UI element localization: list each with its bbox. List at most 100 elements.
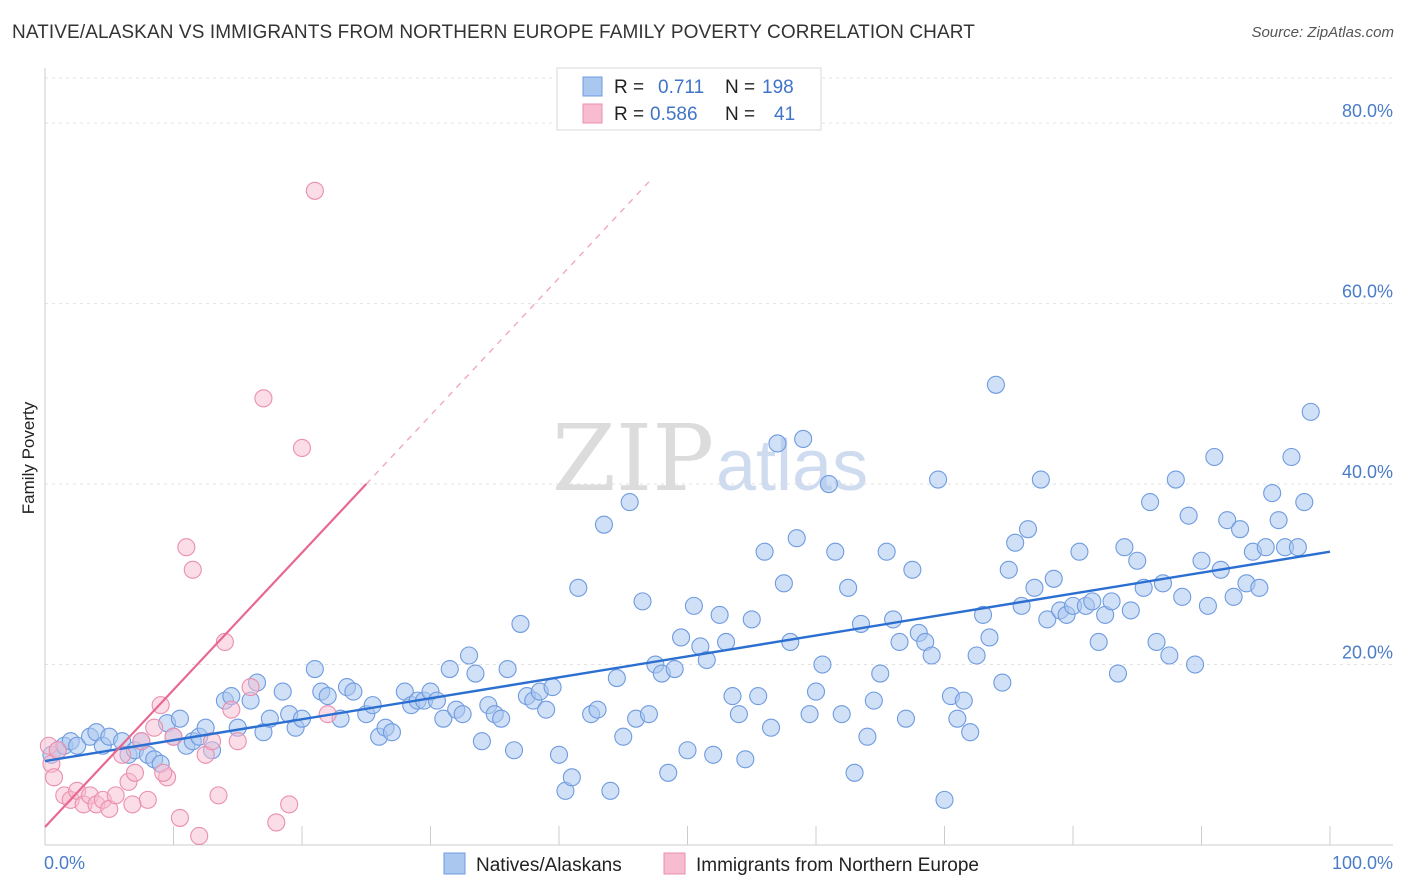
data-point-natives	[511, 614, 530, 633]
data-point-immigrants	[292, 438, 312, 458]
data-point-natives	[980, 628, 999, 647]
data-point-natives	[755, 542, 774, 561]
y-tick-label: 80.0%	[1342, 101, 1393, 121]
tick-labels: 20.0% 40.0% 60.0% 80.0% 0.0% 100.0%	[44, 101, 1393, 873]
data-point-natives	[672, 628, 691, 647]
data-point-natives	[1018, 520, 1038, 539]
data-point-natives	[363, 696, 382, 715]
data-point-natives	[601, 781, 620, 800]
data-point-natives	[1128, 551, 1147, 570]
data-point-natives	[1173, 587, 1192, 606]
data-point-immigrants	[145, 718, 164, 737]
data-point-natives	[929, 470, 948, 489]
data-point-immigrants	[164, 727, 183, 746]
x-tick-label-max: 100.0%	[1332, 853, 1393, 873]
data-point-natives	[594, 515, 614, 534]
trend-line-immigrants-extension	[365, 181, 650, 485]
data-point-natives	[993, 673, 1012, 692]
y-tick-label: 20.0%	[1342, 643, 1393, 663]
data-point-natives	[1231, 520, 1250, 539]
data-point-natives	[1282, 447, 1301, 467]
data-point-immigrants	[183, 560, 202, 579]
data-point-natives	[472, 732, 491, 751]
data-point-natives	[1102, 592, 1121, 611]
data-point-immigrants	[177, 538, 196, 557]
data-point-natives	[1121, 601, 1140, 620]
data-point-immigrants	[280, 795, 299, 814]
data-point-natives	[742, 610, 761, 629]
data-point-natives	[620, 493, 639, 512]
data-point-natives	[1198, 596, 1217, 615]
data-point-natives	[761, 718, 781, 737]
data-point-natives	[170, 709, 189, 728]
correlation-legend: R = 0.711 N = 198 R = 0.586 N = 41	[556, 67, 822, 131]
data-point-natives	[813, 655, 832, 674]
data-point-natives	[858, 727, 877, 746]
data-point-natives	[845, 763, 864, 782]
data-point-natives	[697, 650, 716, 670]
data-point-natives	[973, 605, 993, 624]
data-point-immigrants	[170, 808, 189, 827]
series-immigrants-northern-europe	[39, 181, 337, 846]
data-point-immigrants	[305, 181, 324, 200]
data-point-immigrants	[254, 389, 273, 408]
data-point-natives	[382, 723, 402, 742]
bottom-legend-swatch-blue	[443, 852, 466, 875]
data-point-natives	[1205, 447, 1224, 467]
data-point-natives	[1218, 511, 1237, 530]
data-point-natives	[1301, 402, 1320, 421]
data-point-natives	[504, 741, 524, 760]
data-point-immigrants	[125, 763, 144, 782]
x-tick-label-min: 0.0%	[44, 853, 85, 873]
data-point-immigrants	[44, 768, 64, 787]
data-point-natives	[736, 750, 755, 769]
data-point-natives	[344, 682, 363, 701]
data-point-immigrants	[48, 741, 67, 760]
data-point-immigrants	[267, 813, 286, 832]
data-point-natives	[832, 705, 851, 724]
data-point-natives	[749, 687, 768, 706]
data-point-natives	[1179, 506, 1198, 525]
data-point-natives	[819, 475, 838, 494]
data-point-immigrants	[138, 790, 157, 809]
data-point-natives	[704, 745, 723, 764]
data-point-natives	[1147, 632, 1166, 652]
data-point-natives	[768, 434, 787, 453]
data-point-natives	[1083, 592, 1102, 611]
source-credit: Source: ZipAtlas.com	[1251, 24, 1394, 41]
data-point-natives	[1006, 533, 1025, 552]
data-point-natives	[1263, 484, 1282, 503]
data-point-natives	[954, 691, 973, 710]
data-point-natives	[569, 578, 588, 597]
data-point-natives	[871, 664, 890, 683]
data-point-natives	[710, 605, 729, 624]
data-point-immigrants	[228, 732, 247, 751]
data-point-natives	[537, 700, 556, 719]
data-point-natives	[806, 682, 826, 701]
data-point-natives	[948, 709, 967, 728]
data-point-natives	[466, 664, 485, 683]
data-point-natives	[459, 646, 479, 665]
data-point-natives	[999, 560, 1018, 579]
bottom-legend-label-immigrants: Immigrants from Northern Europe	[696, 855, 979, 876]
data-point-natives	[639, 705, 659, 724]
trend-line-natives	[44, 550, 1331, 763]
data-point-natives	[729, 705, 748, 724]
data-point-natives	[794, 429, 813, 448]
legend-r-label-1: R =	[614, 77, 644, 98]
data-point-natives	[922, 646, 941, 665]
data-point-natives	[800, 705, 819, 724]
data-point-natives	[826, 542, 845, 561]
axes	[44, 68, 1393, 846]
watermark-atlas: atlas	[716, 426, 868, 506]
legend-n-value-2: 41	[774, 104, 795, 125]
data-point-natives	[318, 687, 337, 706]
legend-n-label-1: N =	[725, 77, 755, 98]
data-point-natives	[864, 691, 883, 710]
data-point-natives	[1115, 538, 1134, 557]
data-point-natives	[1288, 538, 1307, 557]
data-point-natives	[774, 574, 793, 593]
data-point-natives	[68, 736, 87, 755]
data-point-immigrants	[190, 826, 209, 846]
